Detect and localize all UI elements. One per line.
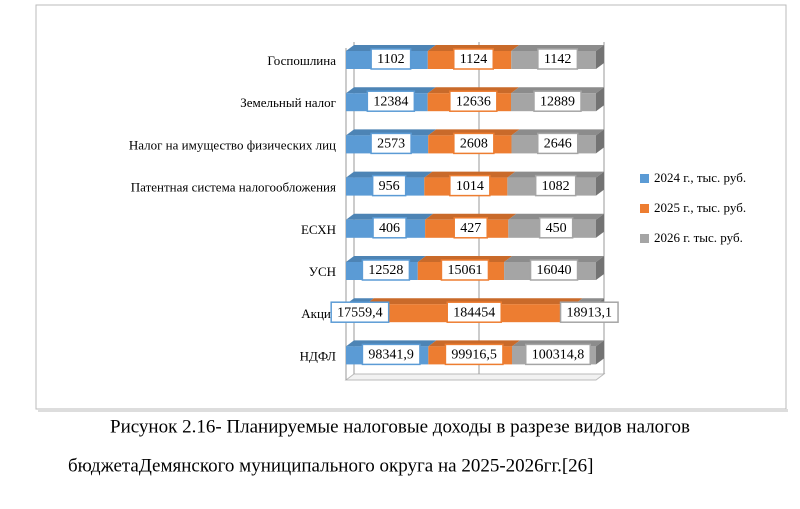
value-label-box xyxy=(536,132,579,155)
value-label-box xyxy=(370,132,412,155)
value-label-box xyxy=(371,174,407,197)
bar-side xyxy=(596,340,604,365)
value-label-box xyxy=(453,132,495,155)
value-label-box xyxy=(538,217,574,239)
value-label: 1142 xyxy=(544,52,571,67)
value-label-box xyxy=(444,343,504,366)
value-label: 16040 xyxy=(537,263,572,278)
legend-label: 2024 г., тыс. руб. xyxy=(654,170,746,185)
bar-side xyxy=(596,45,604,69)
value-label: 12889 xyxy=(540,94,575,109)
legend-label: 2026 г. тыс. руб. xyxy=(654,230,743,245)
value-label: 1102 xyxy=(377,52,404,67)
value-label-box xyxy=(453,217,488,239)
bar-top xyxy=(346,45,436,51)
value-label: 17559,4 xyxy=(337,305,383,320)
value-label: 12528 xyxy=(368,263,403,278)
value-label: 1014 xyxy=(456,179,484,194)
bar-top xyxy=(508,213,604,220)
value-label-box xyxy=(529,259,579,281)
value-label: 956 xyxy=(379,179,400,194)
value-label: 12636 xyxy=(456,94,491,109)
y-tick-label: Госпошлина xyxy=(267,53,336,68)
frame-shadow xyxy=(38,409,788,412)
value-label: 2573 xyxy=(377,137,405,152)
value-label-box xyxy=(533,90,582,112)
value-label-box xyxy=(361,343,421,366)
value-label-box xyxy=(534,174,577,197)
y-tick-label: НДФЛ xyxy=(300,348,337,363)
y-tick-label: УСН xyxy=(309,264,336,279)
y-tick-label: Налог на имущество физических лиц xyxy=(129,137,336,152)
value-label-box xyxy=(370,48,412,70)
value-label: 406 xyxy=(379,221,400,236)
y-tick-label: Земельный налог xyxy=(240,95,336,110)
bar-top xyxy=(428,129,520,136)
bar-side xyxy=(596,213,604,238)
value-label-box xyxy=(537,48,579,70)
value-label-box xyxy=(440,259,490,281)
bar-top xyxy=(425,213,517,220)
value-label: 12384 xyxy=(373,94,408,109)
value-label-box xyxy=(330,301,390,323)
legend-swatch xyxy=(640,234,649,243)
value-label-box xyxy=(372,217,407,239)
bar-top xyxy=(511,129,604,136)
bar-top xyxy=(424,171,516,178)
legend-swatch xyxy=(640,204,649,213)
caption: бюджетаДемянского муниципального округа … xyxy=(68,455,594,476)
bar-side xyxy=(596,129,604,154)
value-label-box xyxy=(525,343,592,366)
bar-side xyxy=(596,171,604,196)
value-label-box xyxy=(453,48,495,70)
value-label: 100314,8 xyxy=(532,348,585,363)
value-label: 98341,9 xyxy=(368,348,414,363)
floor xyxy=(344,373,606,381)
value-label: 18913,1 xyxy=(567,305,613,320)
bar-top xyxy=(507,171,604,178)
y-tick-label: Акциз xyxy=(301,306,336,321)
value-label: 427 xyxy=(460,221,481,236)
bar-side xyxy=(596,256,604,280)
bar-top xyxy=(504,256,604,262)
value-label: 1124 xyxy=(460,52,487,67)
bar-top xyxy=(511,45,604,51)
value-label-box xyxy=(449,174,491,197)
value-label-box xyxy=(446,301,502,323)
bar-top xyxy=(346,213,434,220)
value-label-box xyxy=(559,301,619,323)
bar-side xyxy=(596,87,604,112)
y-tick-label: Патентная система налогообложения xyxy=(131,180,336,195)
value-label-box xyxy=(449,90,498,112)
bar-top xyxy=(427,45,520,51)
value-label: 184454 xyxy=(453,305,495,320)
value-label-box xyxy=(361,259,411,281)
bar-top xyxy=(365,298,583,305)
bar-top xyxy=(346,171,433,178)
value-label: 2646 xyxy=(544,137,572,152)
value-label: 99916,5 xyxy=(451,348,497,363)
value-label: 1082 xyxy=(542,179,570,194)
value-label: 2608 xyxy=(460,137,488,152)
legend-swatch xyxy=(640,174,649,183)
bar-top xyxy=(346,129,437,136)
value-label: 15061 xyxy=(447,263,482,278)
value-label-box xyxy=(366,90,416,112)
value-label: 450 xyxy=(546,221,567,236)
caption: Рисунок 2.16- Планируемые налоговые дохо… xyxy=(110,416,690,437)
legend-label: 2025 г., тыс. руб. xyxy=(654,200,746,215)
y-tick-label: ЕСХН xyxy=(301,222,336,237)
